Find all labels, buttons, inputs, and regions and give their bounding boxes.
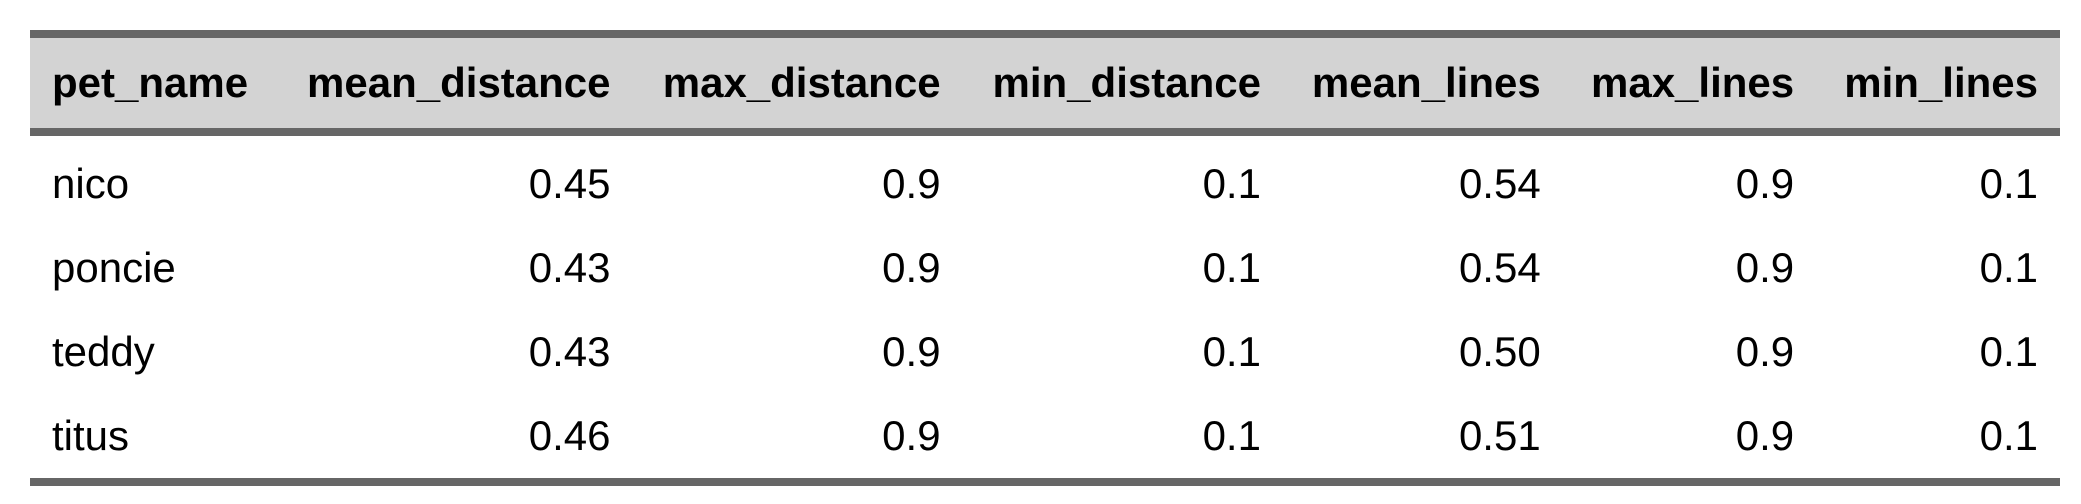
cell-pet-name: poncie	[52, 244, 176, 291]
cell-mean-lines: 0.50	[1458, 328, 1541, 375]
cell-max-lines: 0.9	[1735, 160, 1795, 207]
column-header-pet-name: pet_name	[30, 30, 277, 136]
cell-max-lines: 0.9	[1562, 394, 1817, 486]
cell-min-distance: 0.1	[1202, 160, 1261, 207]
cell-pet-name: nico	[52, 160, 130, 207]
summary-table: pet_name mean_distance max_distance min_…	[30, 30, 2060, 486]
cell-min-lines: 0.1	[1979, 244, 2038, 291]
cell-max-distance: 0.9	[882, 244, 941, 291]
summary-table-container: pet_name mean_distance max_distance min_…	[30, 30, 2060, 486]
cell-max-distance: 0.9	[632, 394, 963, 486]
cell-pet-name: titus	[30, 394, 277, 486]
table-row: nico 0.45 0.9 0.1 0.54 0.9 0.1	[30, 132, 2060, 226]
cell-min-lines: 0.1	[1979, 328, 2038, 375]
table-body: nico 0.45 0.9 0.1 0.54 0.9 0.1 poncie 0.…	[30, 132, 2060, 486]
column-header-mean-lines: mean_lines	[1282, 30, 1563, 136]
table-header: pet_name mean_distance max_distance min_…	[30, 30, 2060, 136]
cell-max-distance: 0.9	[882, 160, 941, 207]
column-header-min-distance: min_distance	[962, 30, 1283, 136]
cell-max-lines: 0.9	[1735, 244, 1795, 291]
table-row: teddy 0.43 0.9 0.1 0.50 0.9 0.1	[30, 310, 2060, 394]
cell-mean-distance: 0.43	[528, 328, 611, 375]
cell-mean-distance: 0.45	[528, 160, 611, 207]
column-header-max-lines: max_lines	[1562, 30, 1817, 136]
cell-min-distance: 0.1	[1202, 244, 1261, 291]
cell-mean-lines: 0.54	[1458, 244, 1541, 291]
cell-mean-lines: 0.54	[1458, 160, 1541, 207]
cell-min-lines: 0.1	[1979, 160, 2038, 207]
cell-max-distance: 0.9	[882, 328, 941, 375]
cell-min-lines: 0.1	[1816, 394, 2060, 486]
cell-mean-distance: 0.43	[528, 244, 611, 291]
cell-mean-lines: 0.51	[1282, 394, 1563, 486]
cell-mean-distance: 0.46	[276, 394, 633, 486]
header-row: pet_name mean_distance max_distance min_…	[30, 30, 2060, 136]
cell-min-distance: 0.1	[962, 394, 1283, 486]
cell-min-distance: 0.1	[1202, 328, 1261, 375]
column-header-mean-distance: mean_distance	[276, 30, 633, 136]
table-row: poncie 0.43 0.9 0.1 0.54 0.9 0.1	[30, 226, 2060, 310]
table-row: titus 0.46 0.9 0.1 0.51 0.9 0.1	[30, 394, 2060, 486]
column-header-max-distance: max_distance	[632, 30, 963, 136]
cell-max-lines: 0.9	[1735, 328, 1795, 375]
cell-pet-name: teddy	[52, 328, 155, 375]
column-header-min-lines: min_lines	[1816, 30, 2060, 136]
